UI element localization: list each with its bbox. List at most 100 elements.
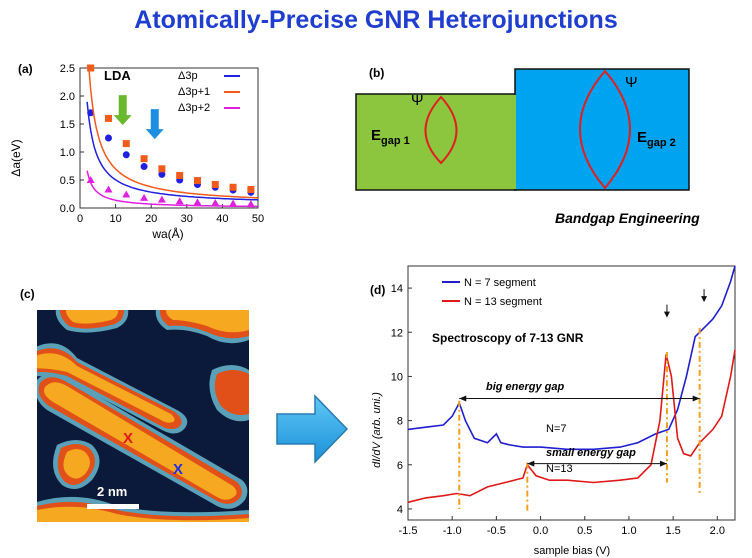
legend-a: Δ3p Δ3p+1 Δ3p+2 xyxy=(178,70,240,114)
y-tick-label-a: 1.0 xyxy=(60,147,75,159)
point-3p xyxy=(122,151,130,159)
y-tick-label-d: 10 xyxy=(391,371,403,383)
point-3p2 xyxy=(175,197,184,205)
marker-red-x: X xyxy=(123,430,133,447)
y-tick-label-d: 6 xyxy=(397,460,403,472)
x-tick-label-d: 1.0 xyxy=(621,525,636,537)
panel-d: (d) -1.5 -1.0 -0.5 0.0 0.5 1.0 1.5 2.0 4 6 8 10 12 14… xyxy=(370,265,736,557)
y-tick-label-d: 14 xyxy=(391,283,403,295)
big-gap-arrow-head-right xyxy=(692,395,700,402)
y-tick-label-a: 1.5 xyxy=(60,119,75,131)
point-3p1 xyxy=(211,180,219,188)
x-tick-label-d: 2.0 xyxy=(710,525,725,537)
narrow-ribbon-segment xyxy=(355,93,517,191)
y-tick-label-a: 2.0 xyxy=(60,91,75,103)
x-tick-label-d: 1.5 xyxy=(665,525,680,537)
point-3p2 xyxy=(140,193,149,201)
point-3p2 xyxy=(86,176,95,183)
x-tick-label-a: 50 xyxy=(252,213,264,225)
panel-a: (a) 0 10 20 30 40 50 0.0 0.5 1.0 1.5 2.0 2.5 LDA Δ3… xyxy=(9,62,264,241)
point-3p2 xyxy=(193,198,202,206)
legend-n13: N = 13 segment xyxy=(464,296,542,308)
green-arrow-icon xyxy=(113,95,132,126)
x-tick-label-d: -1.5 xyxy=(399,525,418,537)
lda-label: LDA xyxy=(104,68,131,83)
big-gap-arrow-head-left xyxy=(459,395,467,402)
point-3p2 xyxy=(104,185,113,193)
egap2-label: Egap 2 xyxy=(637,129,676,149)
y-tick-label-d: 8 xyxy=(397,416,403,428)
panel-b: (b) Ψ Ψ Egap 1 Egap 2 Bandgap Engineerin… xyxy=(355,66,700,226)
y-tick-label-d: 12 xyxy=(391,327,403,339)
wide-ribbon-segment xyxy=(514,68,690,191)
point-3p1 xyxy=(176,172,184,180)
point-3p2 xyxy=(122,190,131,198)
y-tick-label-a: 0.0 xyxy=(60,203,75,215)
x-tick-label-a: 10 xyxy=(109,213,121,225)
x-tick-label-d: 0.5 xyxy=(577,525,592,537)
point-3p2 xyxy=(211,198,220,206)
y-tick-label-a: 2.5 xyxy=(60,63,75,75)
legend-3p: Δ3p xyxy=(178,70,198,82)
fit-curve-a xyxy=(86,64,258,199)
page-title: Atomically-Precise GNR Heterojunctions xyxy=(134,6,618,34)
psi-2: Ψ xyxy=(625,74,638,91)
point-3p1 xyxy=(247,186,255,194)
wavefunction-1 xyxy=(424,95,458,165)
point-3p2 xyxy=(157,195,166,203)
point-3p2 xyxy=(229,199,238,207)
y-tick-label-d: 4 xyxy=(397,504,403,516)
point-3p xyxy=(140,163,148,171)
x-tick-label-a: 20 xyxy=(145,213,157,225)
right-arrow-icon xyxy=(276,394,349,464)
panel-c-label: (c) xyxy=(20,287,35,301)
point-3p1 xyxy=(104,114,112,122)
axis-label-x-d: sample bias (V) xyxy=(534,545,610,557)
scale-bar-label: 2 nm xyxy=(97,484,127,499)
legend-3p2: Δ3p+2 xyxy=(178,102,210,114)
x-tick-label-a: 0 xyxy=(77,213,83,225)
plot-frame-d xyxy=(407,265,736,521)
point-3p2 xyxy=(246,200,255,208)
peak-arrow-head xyxy=(701,296,708,303)
axis-label-y-d: dI/dV (arb. uni.) xyxy=(371,392,383,468)
wavefunction-2 xyxy=(579,69,631,190)
point-3p1 xyxy=(229,183,237,191)
panel-b-label: (b) xyxy=(369,66,384,80)
x-tick-label-d: 0.0 xyxy=(533,525,548,537)
x-tick-label-a: 30 xyxy=(181,213,193,225)
n7-label: N=7 xyxy=(546,423,567,435)
y-tick-label-a: 0.5 xyxy=(60,175,75,187)
peak-arrow-head xyxy=(663,311,670,318)
fit-curve-a xyxy=(86,101,259,201)
panel-a-label: (a) xyxy=(18,62,33,76)
panel-d-label: (d) xyxy=(370,283,385,297)
spectroscopy-title: Spectroscopy of 7-13 GNR xyxy=(432,331,584,345)
big-gap-label: big energy gap xyxy=(486,381,565,393)
point-3p1 xyxy=(193,177,201,185)
small-gap-arrow-head-left xyxy=(527,460,535,467)
legend-3p1: Δ3p+1 xyxy=(178,86,210,98)
axis-label-y-a: Δa(eV) xyxy=(9,139,23,176)
series-line-n13 xyxy=(407,349,736,504)
legend-n7: N = 7 segment xyxy=(464,277,536,289)
x-tick-label-d: -0.5 xyxy=(487,525,506,537)
small-gap-label: small energy gap xyxy=(546,447,636,459)
point-3p1 xyxy=(140,155,148,163)
scale-bar xyxy=(87,504,139,509)
plot-frame-a xyxy=(79,67,259,209)
marker-blue-x: X xyxy=(173,461,183,478)
point-3p xyxy=(104,134,112,142)
egap1-label: Egap 1 xyxy=(371,127,410,147)
point-3p1 xyxy=(158,165,166,173)
point-3p1 xyxy=(87,64,95,72)
axis-label-x-a: wa(Å) xyxy=(151,226,183,241)
point-3p1 xyxy=(122,140,130,148)
n13-label: N=13 xyxy=(546,463,573,475)
stm-image: X X 2 nm xyxy=(37,310,249,522)
x-tick-label-a: 40 xyxy=(216,213,228,225)
point-3p xyxy=(158,170,166,178)
point-3p xyxy=(87,109,95,117)
x-tick-label-d: -1.0 xyxy=(443,525,462,537)
blue-arrow-icon xyxy=(145,109,164,140)
